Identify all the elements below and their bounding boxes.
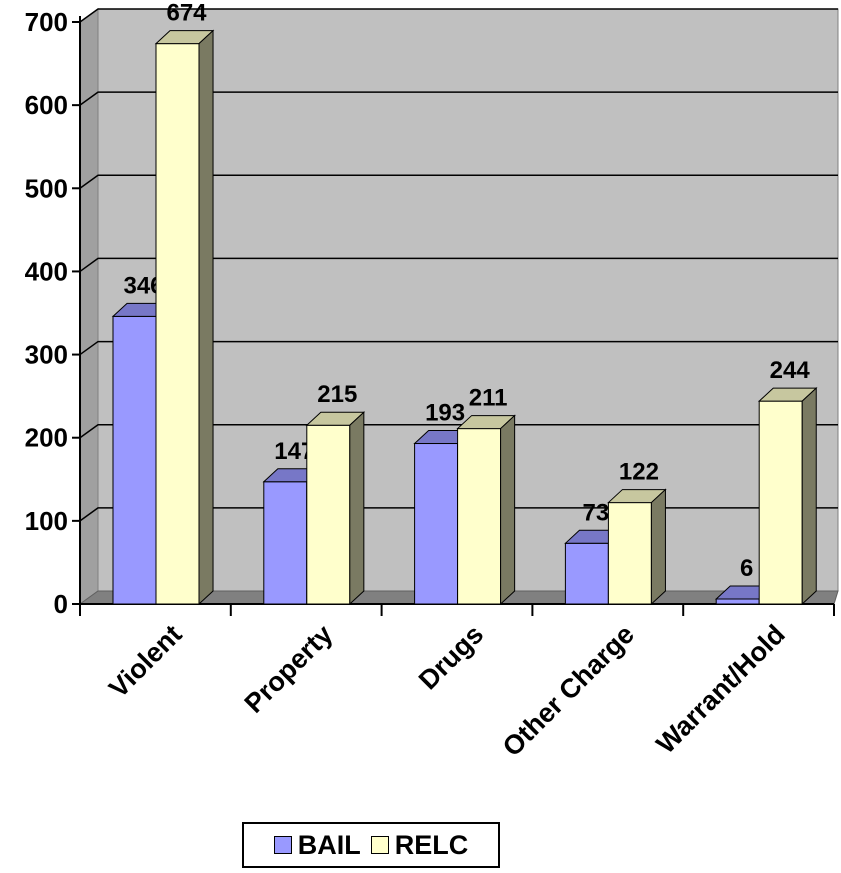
bar-relc-warrant-hold xyxy=(758,400,803,605)
y-tick-label: 100 xyxy=(25,506,68,536)
gridline xyxy=(79,423,838,439)
gridline xyxy=(79,257,838,273)
y-tick-label: 500 xyxy=(25,173,68,203)
data-label-relc-violent: 674 xyxy=(166,0,207,27)
chart-legend: BAIL RELC xyxy=(242,822,500,868)
bar-relc-violent xyxy=(155,43,200,605)
bar-relc-violent-side xyxy=(198,29,214,606)
data-label-bail-drugs: 193 xyxy=(425,400,465,427)
bar-bail-other-charge xyxy=(564,542,609,605)
data-label-relc-property: 215 xyxy=(317,381,357,408)
x-tick-label-property: Property xyxy=(239,619,339,719)
bar-bail-violent xyxy=(112,315,157,605)
x-tick-label-warrant-hold: Warrant/Hold xyxy=(650,619,790,759)
bar-relc-property xyxy=(306,424,351,605)
bar-relc-drugs xyxy=(457,428,502,605)
bar-relc-property-side xyxy=(349,411,365,606)
legend-swatch-relc xyxy=(370,836,389,854)
bar-bail-warrant-hold xyxy=(715,598,760,605)
bar-bail-property xyxy=(263,481,308,605)
bar-relc-other-charge xyxy=(607,502,652,605)
data-label-bail-warrant-hold: 6 xyxy=(740,555,753,582)
x-tick-label-drugs: Drugs xyxy=(413,619,489,695)
gridline xyxy=(79,340,838,356)
x-tick-label-violent: Violent xyxy=(103,619,188,704)
gridline xyxy=(79,507,838,522)
bar-relc-warrant-hold-side xyxy=(801,386,817,606)
gridline xyxy=(79,174,838,189)
legend-label-relc: RELC xyxy=(394,829,469,860)
bar-bail-drugs xyxy=(414,443,459,605)
data-label-relc-warrant-hold: 244 xyxy=(770,357,811,384)
legend-item-relc: RELC xyxy=(370,829,469,861)
x-tick-label-other-charge: Other Charge xyxy=(497,619,640,762)
bar-relc-other-charge-side xyxy=(650,488,666,606)
gridline xyxy=(79,91,838,106)
gridline xyxy=(79,8,838,23)
bar-relc-drugs-side xyxy=(500,414,516,606)
y-tick-label: 600 xyxy=(25,90,68,120)
y-tick-label: 700 xyxy=(25,7,68,37)
y-tick-label: 0 xyxy=(54,589,68,619)
data-label-bail-other-charge: 73 xyxy=(583,499,610,526)
legend-item-bail: BAIL xyxy=(273,829,361,861)
data-label-relc-other-charge: 122 xyxy=(619,459,659,486)
legend-label-bail: BAIL xyxy=(297,829,361,860)
legend-swatch-bail xyxy=(273,836,292,854)
data-label-relc-drugs: 211 xyxy=(469,385,508,412)
y-tick-label: 300 xyxy=(25,340,68,370)
y-tick-label: 200 xyxy=(25,423,68,453)
y-tick-label: 400 xyxy=(25,256,68,286)
